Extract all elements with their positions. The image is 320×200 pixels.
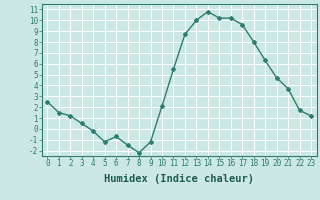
X-axis label: Humidex (Indice chaleur): Humidex (Indice chaleur) <box>104 174 254 184</box>
